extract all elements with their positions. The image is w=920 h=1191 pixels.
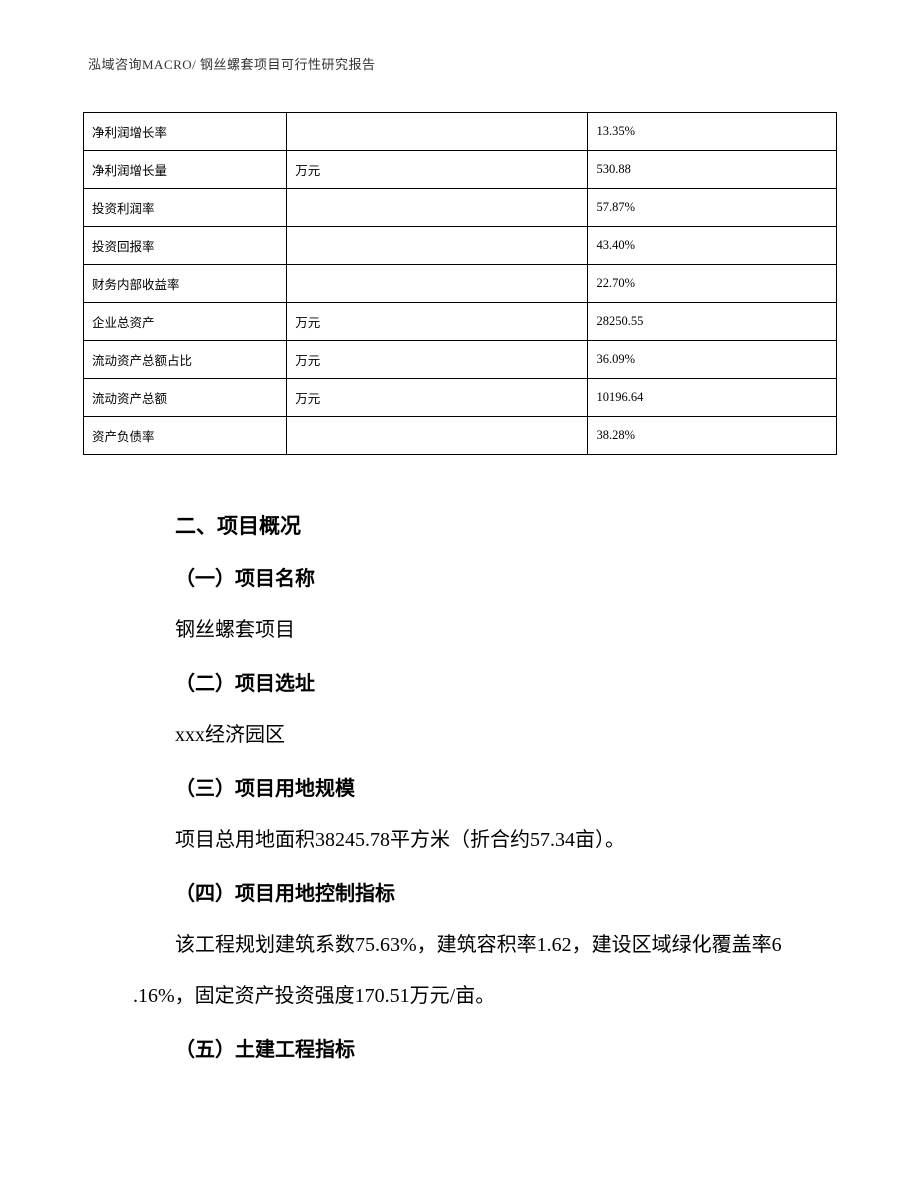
content-wrapper: 净利润增长率 13.35% 净利润增长量 万元 530.88 投资利润率 57.… [83, 112, 837, 1076]
cell-label: 企业总资产 [84, 303, 287, 341]
cell-label: 财务内部收益率 [84, 265, 287, 303]
table-row: 投资回报率 43.40% [84, 227, 837, 265]
cell-unit [287, 265, 588, 303]
sub-heading-land-scale: （三）项目用地规模 [133, 763, 827, 815]
cell-unit: 万元 [287, 303, 588, 341]
cell-label: 投资利润率 [84, 189, 287, 227]
body-text: 二、项目概况 （一）项目名称 钢丝螺套项目 （二）项目选址 xxx经济园区 （三… [83, 503, 837, 1076]
cell-label: 投资回报率 [84, 227, 287, 265]
cell-value: 530.88 [588, 151, 837, 189]
cell-value: 43.40% [588, 227, 837, 265]
cell-label: 净利润增长量 [84, 151, 287, 189]
table-row: 投资利润率 57.87% [84, 189, 837, 227]
cell-value: 10196.64 [588, 379, 837, 417]
sub-heading-location: （二）项目选址 [133, 658, 827, 710]
cell-label: 流动资产总额占比 [84, 341, 287, 379]
table-row: 财务内部收益率 22.70% [84, 265, 837, 303]
cell-unit [287, 189, 588, 227]
cell-value: 13.35% [588, 113, 837, 151]
cell-unit: 万元 [287, 379, 588, 417]
table-row: 净利润增长量 万元 530.88 [84, 151, 837, 189]
sub-heading-land-control: （四）项目用地控制指标 [133, 868, 827, 920]
header-text: 泓域咨询MACRO/ 钢丝螺套项目可行性研究报告 [88, 57, 376, 72]
cell-label: 流动资产总额 [84, 379, 287, 417]
cell-label: 资产负债率 [84, 417, 287, 455]
cell-label: 净利润增长率 [84, 113, 287, 151]
cell-value: 22.70% [588, 265, 837, 303]
paragraph-name: 钢丝螺套项目 [133, 605, 827, 656]
table-body: 净利润增长率 13.35% 净利润增长量 万元 530.88 投资利润率 57.… [84, 113, 837, 455]
cell-value: 57.87% [588, 189, 837, 227]
financial-table: 净利润增长率 13.35% 净利润增长量 万元 530.88 投资利润率 57.… [83, 112, 837, 455]
cell-unit: 万元 [287, 341, 588, 379]
table-row: 流动资产总额占比 万元 36.09% [84, 341, 837, 379]
paragraph-land-control-1: 该工程规划建筑系数75.63%，建筑容积率1.62，建设区域绿化覆盖率6 [133, 920, 827, 971]
cell-value: 36.09% [588, 341, 837, 379]
table-row: 企业总资产 万元 28250.55 [84, 303, 837, 341]
cell-value: 38.28% [588, 417, 837, 455]
sub-heading-civil-engineering: （五）土建工程指标 [133, 1024, 827, 1076]
cell-unit [287, 417, 588, 455]
sub-heading-name: （一）项目名称 [133, 553, 827, 605]
section-heading-overview: 二、项目概况 [133, 503, 827, 551]
table-row: 净利润增长率 13.35% [84, 113, 837, 151]
table-row: 流动资产总额 万元 10196.64 [84, 379, 837, 417]
paragraph-land-scale: 项目总用地面积38245.78平方米（折合约57.34亩）。 [133, 815, 827, 866]
page-header: 泓域咨询MACRO/ 钢丝螺套项目可行性研究报告 [88, 54, 376, 73]
cell-value: 28250.55 [588, 303, 837, 341]
cell-unit [287, 113, 588, 151]
cell-unit: 万元 [287, 151, 588, 189]
cell-unit [287, 227, 588, 265]
table-row: 资产负债率 38.28% [84, 417, 837, 455]
paragraph-land-control-2: .16%，固定资产投资强度170.51万元/亩。 [133, 971, 827, 1022]
paragraph-location: xxx经济园区 [133, 710, 827, 761]
